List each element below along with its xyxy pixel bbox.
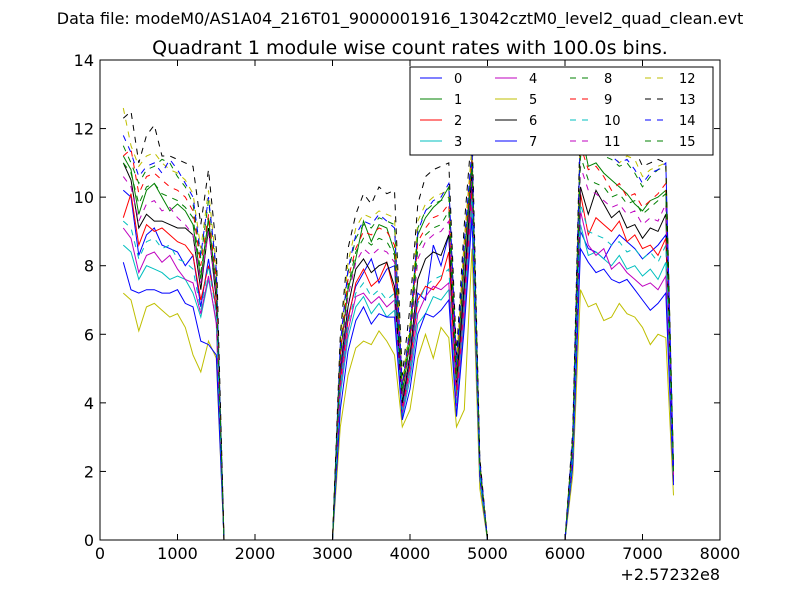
y-tick-label: 4 xyxy=(84,394,94,413)
legend-label-7: 7 xyxy=(529,135,537,150)
series-line-1 xyxy=(122,128,674,540)
y-tick-label: 6 xyxy=(84,325,94,344)
series-line-3 xyxy=(122,210,674,540)
x-offset-label: +2.57232e8 xyxy=(620,565,720,584)
legend-label-10: 10 xyxy=(604,114,621,129)
series-line-11 xyxy=(122,166,674,540)
legend-frame xyxy=(409,66,714,156)
legend-label-9: 9 xyxy=(604,93,612,108)
series-line-10 xyxy=(122,197,674,540)
x-tick-label: 1000 xyxy=(157,544,198,563)
x-tick-label: 6000 xyxy=(545,544,586,563)
x-tick-label: 8000 xyxy=(700,544,741,563)
x-tick-label: 4000 xyxy=(390,544,431,563)
legend-label-2: 2 xyxy=(454,114,462,129)
chart-title: Quadrant 1 module wise count rates with … xyxy=(152,37,668,59)
legend-label-0: 0 xyxy=(454,72,462,87)
series-line-7 xyxy=(122,217,674,540)
legend-label-13: 13 xyxy=(679,93,696,108)
series-line-9 xyxy=(122,145,674,540)
series-line-4 xyxy=(122,200,674,540)
series-line-8 xyxy=(122,133,674,540)
legend-label-15: 15 xyxy=(679,135,696,150)
x-tick-label: 7000 xyxy=(622,544,663,563)
y-tick-label: 0 xyxy=(84,531,94,550)
series-line-15 xyxy=(122,155,674,540)
legend-label-1: 1 xyxy=(454,93,462,108)
legend-label-6: 6 xyxy=(529,114,537,129)
chart-suptitle: Data file: modeM0/AS1A04_216T01_90000019… xyxy=(57,9,743,29)
series-line-6 xyxy=(122,162,674,540)
legend-label-14: 14 xyxy=(679,114,696,129)
legend-label-3: 3 xyxy=(454,135,462,150)
x-tick-label: 5000 xyxy=(467,544,508,563)
x-tick-label: 0 xyxy=(95,544,105,563)
x-tick-label: 2000 xyxy=(235,544,276,563)
y-tick-label: 14 xyxy=(74,51,94,70)
legend-label-4: 4 xyxy=(529,72,537,87)
x-axis: 0 1000 2000 3000 4000 5000 6000 7000 8000 xyxy=(95,60,740,563)
series-line-0 xyxy=(122,179,674,540)
legend-label-8: 8 xyxy=(604,72,612,87)
legend-label-5: 5 xyxy=(529,93,537,108)
y-tick-label: 12 xyxy=(74,120,94,139)
series-line-5 xyxy=(122,248,674,540)
y-tick-label: 8 xyxy=(84,257,94,276)
x-tick-label: 3000 xyxy=(312,544,353,563)
legend-label-11: 11 xyxy=(604,135,621,150)
y-tick-label: 2 xyxy=(84,462,94,481)
legend-label-12: 12 xyxy=(679,72,696,87)
y-tick-label: 10 xyxy=(74,188,94,207)
